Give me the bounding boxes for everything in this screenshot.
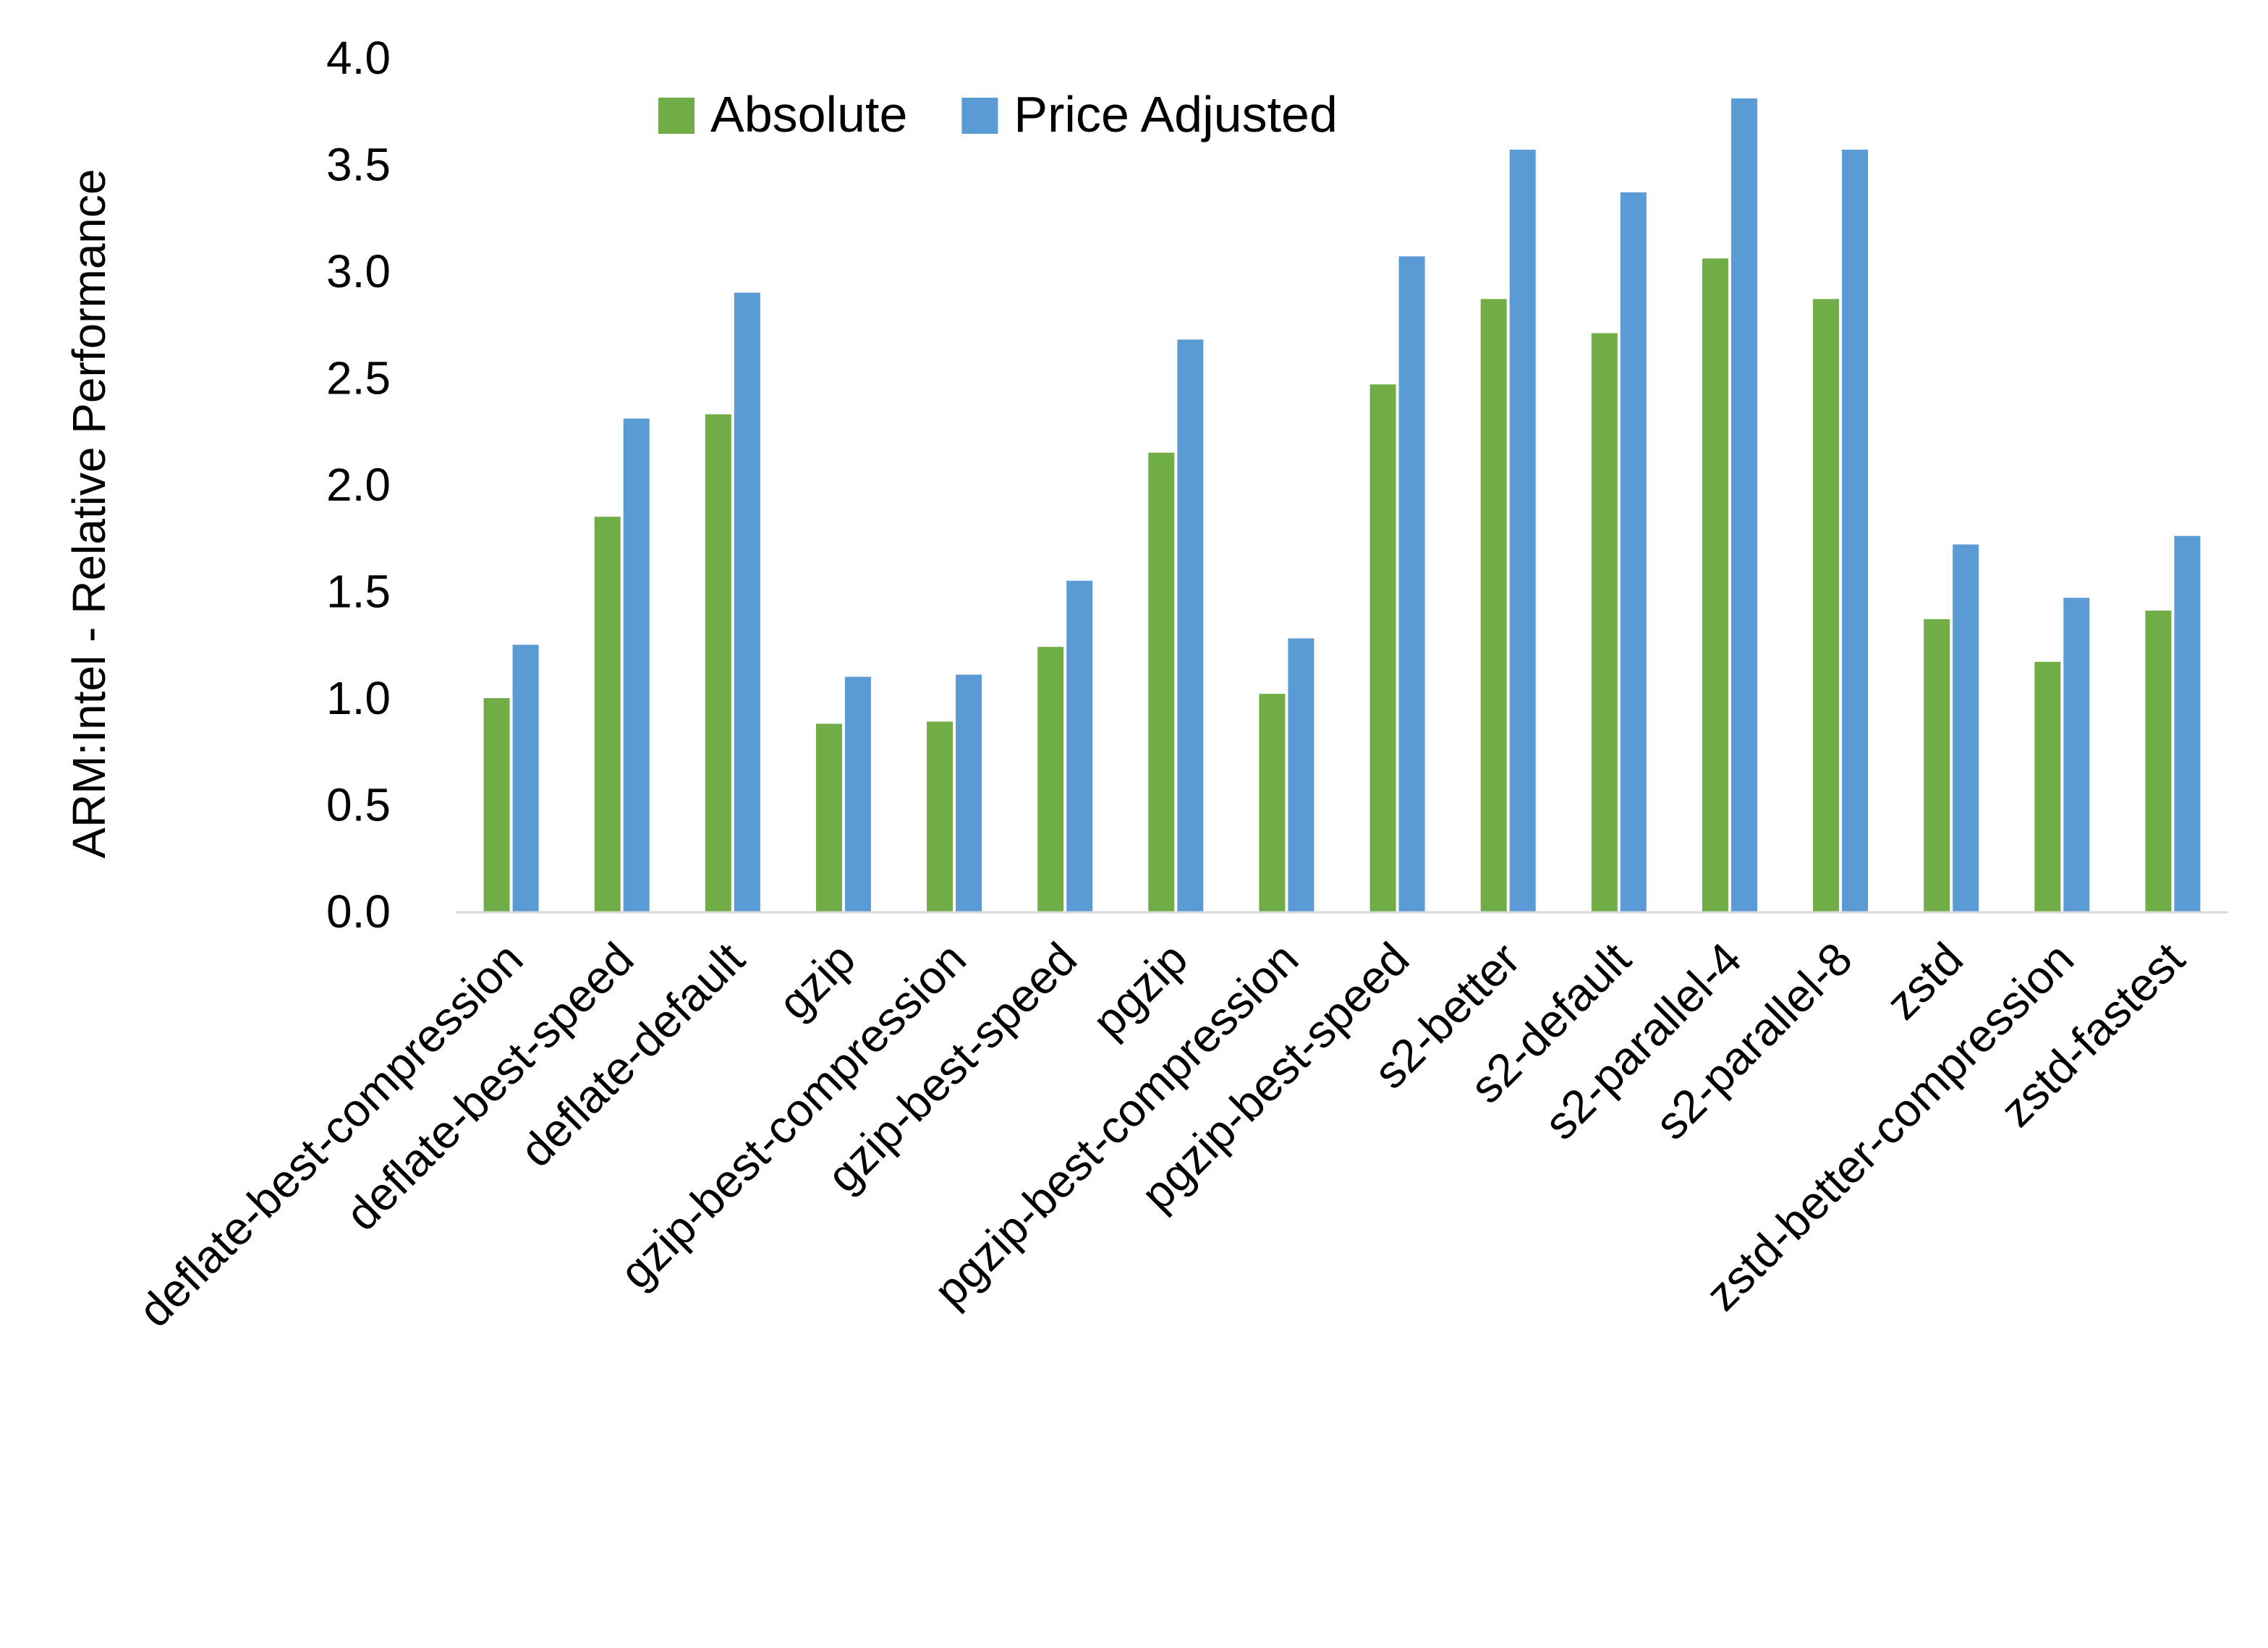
- bar-absolute-deflate-default: [705, 414, 731, 912]
- bar-price-adjusted-deflate-best-compression: [512, 645, 539, 912]
- y-tick-label: 3.0: [326, 245, 391, 297]
- bar-absolute-zstd-fastest: [2145, 611, 2172, 912]
- y-tick-label: 4.0: [326, 32, 391, 84]
- bar-price-adjusted-gzip-best-speed: [1066, 580, 1093, 912]
- y-tick-label: 0.5: [326, 779, 391, 831]
- y-axis-label: ARM:Intel - Relative Performance: [63, 169, 115, 858]
- legend-swatch: [658, 98, 695, 134]
- bar-price-adjusted-pgzip: [1177, 339, 1204, 912]
- bar-price-adjusted-gzip: [844, 676, 871, 912]
- bar-price-adjusted-zstd: [1953, 544, 1979, 912]
- y-tick-label: 2.5: [326, 352, 391, 404]
- legend: Absolute Price Adjusted: [658, 86, 1338, 143]
- bar-price-adjusted-gzip-best-compression: [956, 674, 982, 912]
- bar-absolute-pgzip-best-compression: [1259, 694, 1286, 912]
- y-tick-label: 2.0: [326, 459, 391, 511]
- bar-price-adjusted-s2-default: [1620, 192, 1647, 912]
- legend-swatch: [961, 98, 998, 134]
- bar-absolute-pgzip: [1148, 452, 1175, 912]
- legend-label: Absolute: [710, 86, 907, 143]
- y-tick-label: 3.5: [326, 139, 391, 191]
- bar-price-adjusted-s2-parallel-4: [1730, 98, 1757, 912]
- x-tick-label: gzip: [768, 933, 865, 1029]
- bar-price-adjusted-deflate-default: [734, 292, 760, 912]
- bar-absolute-pgzip-best-speed: [1369, 384, 1396, 912]
- bar-absolute-s2-parallel-4: [1702, 258, 1728, 912]
- bar-price-adjusted-zstd-fastest: [2174, 535, 2201, 912]
- bar-absolute-gzip: [815, 723, 842, 912]
- bar-absolute-zstd: [1924, 619, 1950, 912]
- bar-absolute-gzip-best-speed: [1037, 647, 1064, 912]
- y-tick-label: 0.0: [326, 885, 391, 938]
- x-tick-label: zstd: [1876, 933, 1973, 1029]
- bar-absolute-s2-parallel-8: [1813, 299, 1840, 912]
- bar-absolute-deflate-best-speed: [594, 517, 621, 912]
- y-tick-label: 1.0: [326, 672, 391, 724]
- bar-price-adjusted-s2-better: [1509, 149, 1536, 912]
- legend-label: Price Adjusted: [1014, 86, 1337, 143]
- bar-absolute-s2-default: [1591, 333, 1618, 912]
- bar-price-adjusted-deflate-best-speed: [623, 418, 650, 912]
- y-tick-label: 1.5: [326, 566, 391, 618]
- bar-price-adjusted-pgzip-best-compression: [1288, 638, 1314, 912]
- bar-price-adjusted-pgzip-best-speed: [1398, 256, 1425, 912]
- bar-absolute-gzip-best-compression: [927, 721, 954, 912]
- bar-price-adjusted-s2-parallel-8: [1842, 149, 1869, 912]
- bar-price-adjusted-zstd-better-compression: [2063, 598, 2090, 912]
- bar-absolute-s2-better: [1480, 299, 1507, 912]
- bar-absolute-zstd-better-compression: [2034, 661, 2061, 912]
- bar-absolute-deflate-best-compression: [483, 698, 510, 912]
